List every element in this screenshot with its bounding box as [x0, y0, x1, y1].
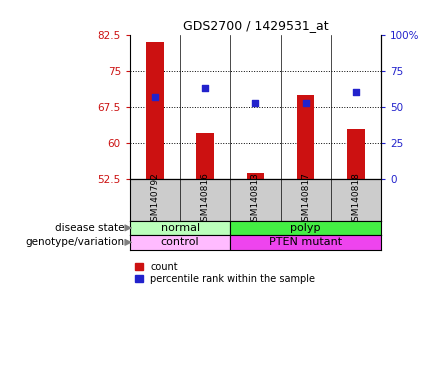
Text: normal: normal [161, 223, 200, 233]
Point [252, 99, 259, 106]
Point [302, 99, 309, 106]
Bar [297, 95, 314, 179]
Legend: count, percentile rank within the sample: count, percentile rank within the sample [135, 262, 315, 284]
Bar [130, 235, 230, 250]
Point [152, 94, 158, 100]
Bar [347, 129, 365, 179]
Point [352, 89, 359, 96]
Text: PTEN mutant: PTEN mutant [269, 237, 342, 247]
Text: GSM140817: GSM140817 [301, 172, 310, 227]
Bar [247, 173, 264, 179]
Text: GSM140792: GSM140792 [151, 172, 159, 227]
Text: control: control [161, 237, 200, 247]
Title: GDS2700 / 1429531_at: GDS2700 / 1429531_at [183, 19, 328, 32]
Bar [146, 42, 164, 179]
Bar [197, 134, 214, 179]
Bar [230, 221, 381, 235]
Text: GSM140818: GSM140818 [352, 172, 360, 227]
Text: polyp: polyp [291, 223, 321, 233]
Bar [130, 221, 230, 235]
Point [202, 85, 209, 91]
Bar [230, 235, 381, 250]
Text: genotype/variation: genotype/variation [26, 237, 125, 247]
Text: disease state: disease state [55, 223, 125, 233]
Text: GSM140813: GSM140813 [251, 172, 260, 227]
Text: GSM140816: GSM140816 [201, 172, 210, 227]
